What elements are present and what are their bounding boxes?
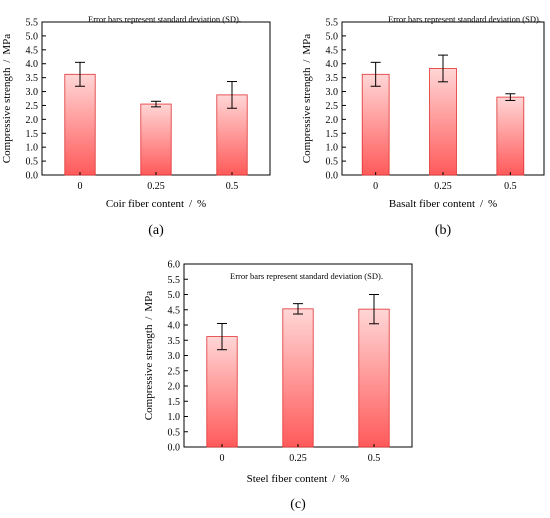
y-tick-label: 3.0 [168,351,181,362]
y-tick-label: 1.5 [26,129,39,140]
y-tick-label: 6.0 [168,260,181,271]
panel-label: (a) [148,223,164,238]
y-tick-label: 4.5 [168,305,181,316]
y-tick-label: 2.0 [26,115,39,126]
y-tick-label: 3.0 [26,87,39,98]
chart-panel: 0.0 0.5 1.0 1.5 2.0 2.5 3.0 3.5 4.0 4.5 5.0 5.5 6.0 0… [143,260,413,512]
y-axis-title: Compressive strength / MPa [1,34,13,163]
y-tick-label: 1.0 [168,412,181,423]
y-tick-label: 2.5 [326,101,339,112]
y-tick-label: 5.5 [168,275,181,286]
chart-note: Error bars represent standard deviation … [230,271,383,281]
y-tick-label: 5.0 [26,31,39,42]
y-axis-title: Compressive strength / MPa [143,291,155,420]
y-tick-label: 0.0 [168,443,181,454]
y-tick-label: 4.0 [326,59,339,70]
y-tick-label: 3.0 [326,87,339,98]
y-tick-label: 5.5 [26,18,39,29]
x-tick-label: 0 [220,453,225,464]
y-tick-label: 3.5 [168,336,181,347]
y-tick-label: 4.5 [326,45,339,56]
x-tick-label: 0 [78,181,83,192]
y-tick-label: 4.5 [26,45,39,56]
x-tick-label: 0.25 [147,181,165,192]
bar [64,73,96,176]
y-tick-label: 5.0 [168,290,181,301]
x-axis-title: Steel fiber content / % [247,473,350,485]
bar [429,68,457,176]
x-tick-label: 0.5 [368,453,381,464]
x-axis-title: Basalt fiber content / % [389,198,497,210]
y-tick-label: 2.5 [26,101,39,112]
y-tick-label: 2.5 [168,366,181,377]
y-axis-title: Compressive strength / MPa [301,34,313,163]
x-tick-label: 0 [373,181,378,192]
bar [496,96,525,176]
bar [358,308,390,448]
y-tick-label: 1.5 [168,397,181,408]
y-tick-label: 2.0 [168,382,181,393]
chart-note: Error bars represent standard deviation … [388,14,541,24]
bar [140,103,172,176]
panel-label: (c) [290,497,306,512]
panel-label: (b) [435,223,452,238]
x-tick-label: 0.5 [504,181,517,192]
x-axis-title: Coir fiber content / % [106,198,206,210]
x-tick-label: 0.5 [226,181,239,192]
y-tick-label: 0.5 [26,157,39,168]
y-tick-label: 4.0 [168,321,181,332]
bar [282,308,314,448]
y-tick-label: 1.0 [326,143,339,154]
y-tick-label: 0.0 [326,171,339,182]
y-tick-label: 5.0 [326,31,339,42]
bar [206,336,238,448]
y-tick-label: 5.5 [326,18,339,29]
x-tick-label: 0.25 [289,453,307,464]
y-tick-label: 3.5 [26,73,39,84]
y-tick-label: 4.0 [26,59,39,70]
bar [361,73,390,176]
chart-panel: 0.0 0.5 1.0 1.5 2.0 2.5 3.0 3.5 4.0 4.5 5.0 5.5 0 0.2… [1,14,271,238]
chart-panel: 0.0 0.5 1.0 1.5 2.0 2.5 3.0 3.5 4.0 4.5 5.0 5.5 0 0.2… [301,14,545,238]
y-tick-label: 0.5 [168,427,181,438]
y-tick-label: 2.0 [326,115,339,126]
chart-note: Error bars represent standard deviation … [88,14,241,24]
y-tick-label: 3.5 [326,73,339,84]
y-tick-label: 1.0 [26,143,39,154]
y-tick-label: 1.5 [326,129,339,140]
y-tick-label: 0.5 [326,157,339,168]
y-tick-label: 0.0 [26,171,39,182]
x-tick-label: 0.25 [434,181,452,192]
